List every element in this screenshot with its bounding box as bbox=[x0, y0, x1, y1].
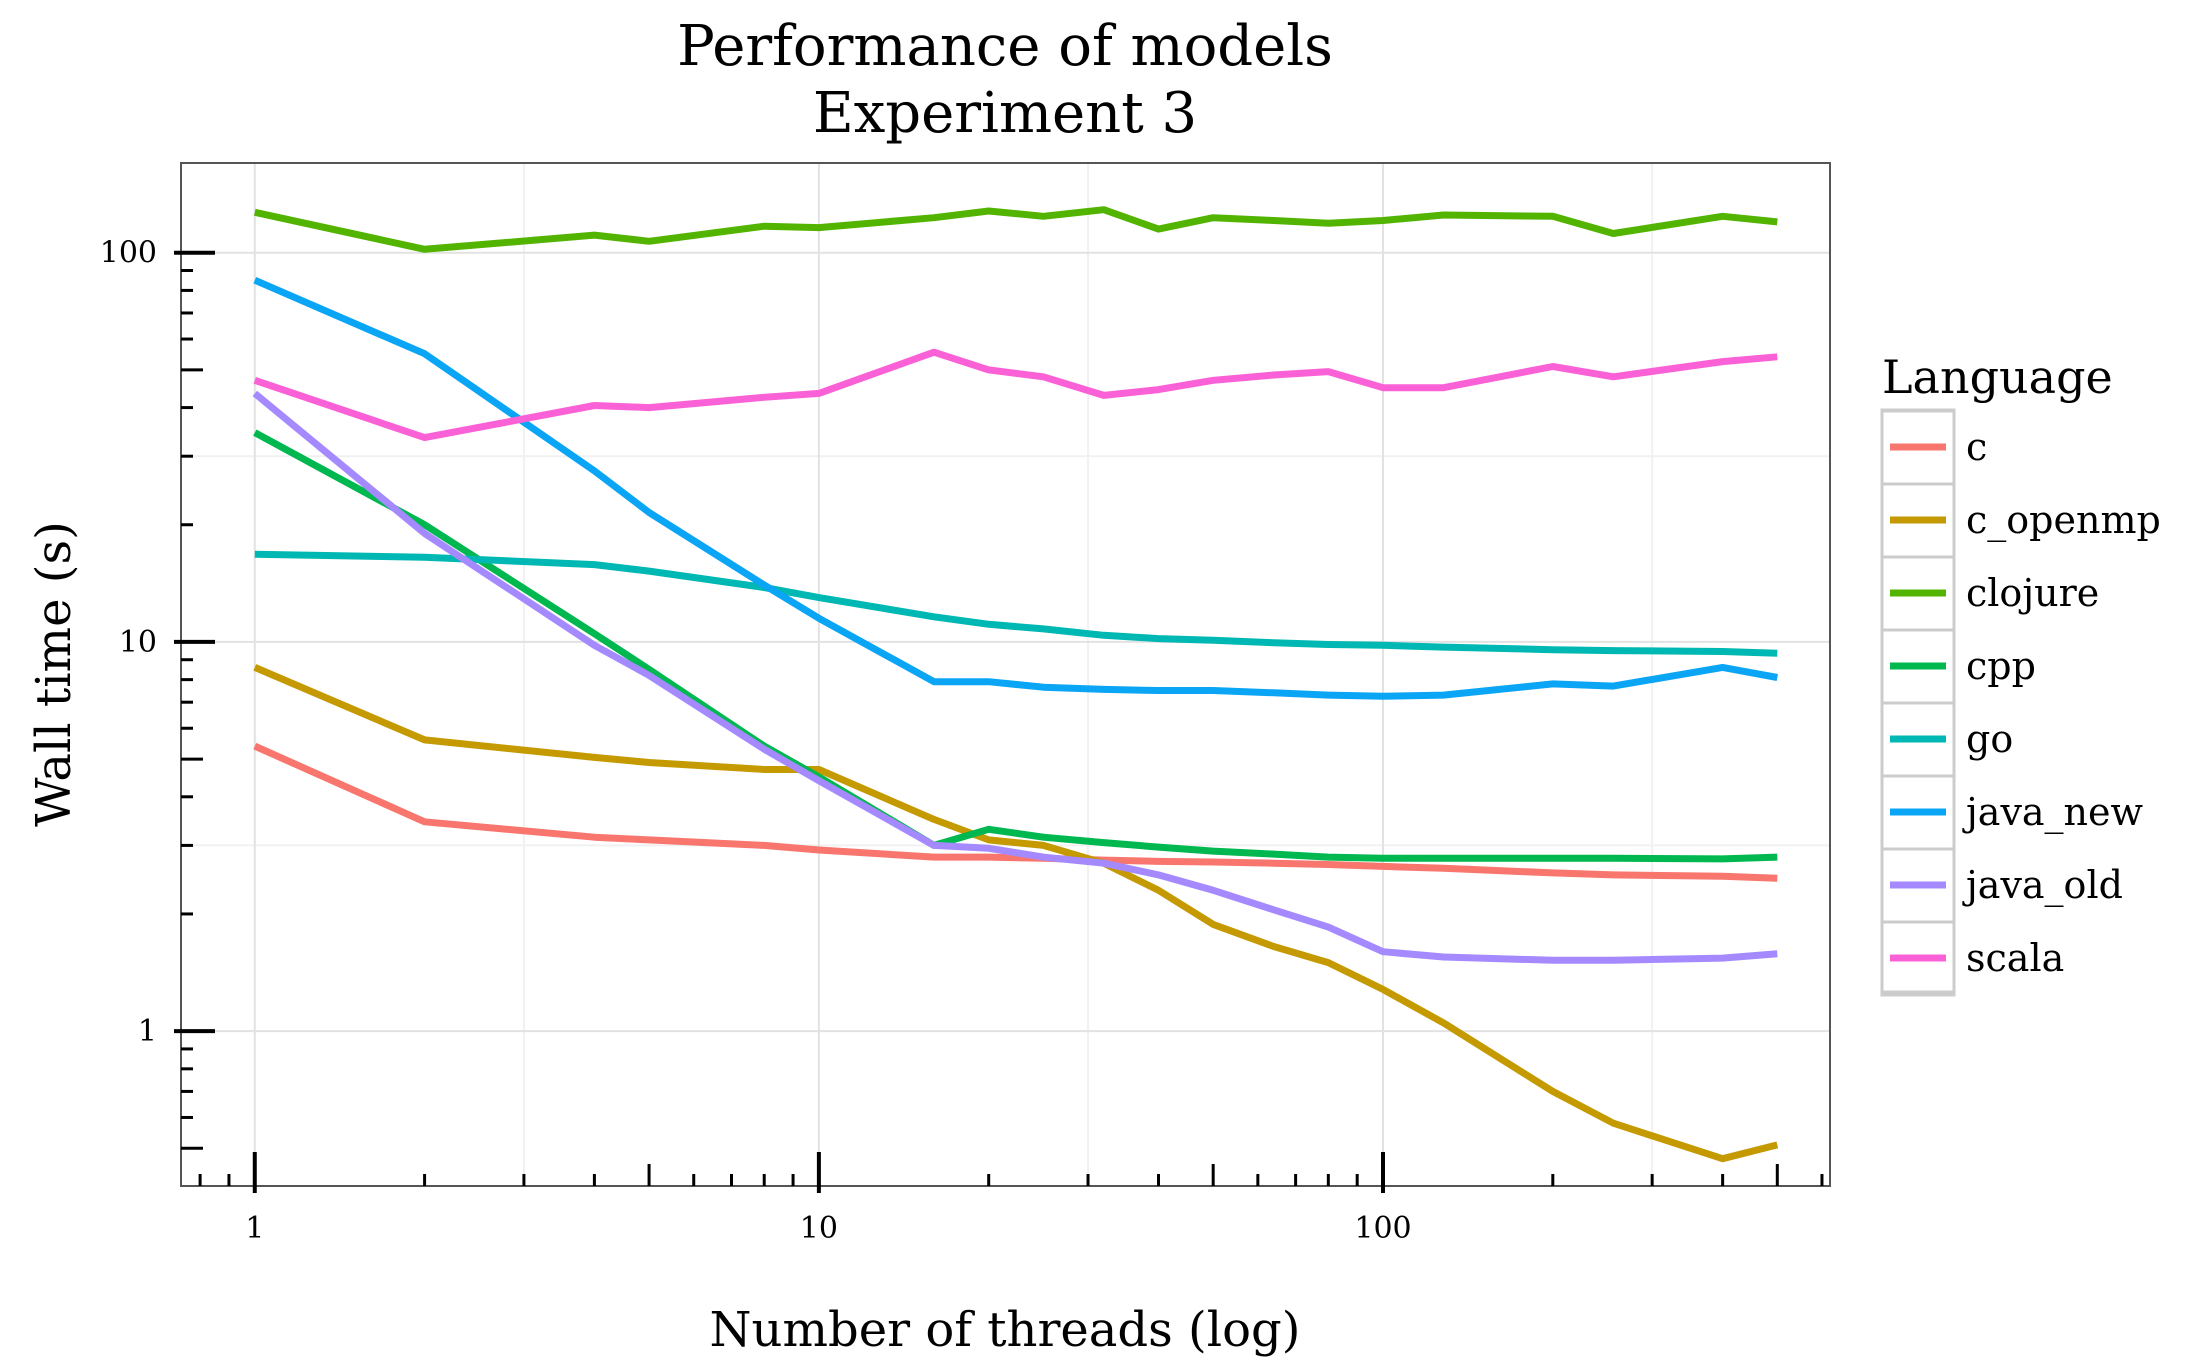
grid-lines bbox=[181, 163, 1830, 1186]
legend-label-clojure: clojure bbox=[1966, 571, 2099, 615]
plot-border bbox=[180, 162, 1831, 1187]
plot-panel bbox=[181, 163, 1830, 1186]
x-tick-label: 100 bbox=[1354, 1211, 1411, 1246]
legend-label-cpp: cpp bbox=[1966, 644, 2036, 688]
y-tick-label: 1 bbox=[138, 1014, 157, 1049]
legend-title: Language bbox=[1882, 350, 2113, 404]
series-line-scala bbox=[253, 348, 1778, 442]
series-line-go bbox=[254, 550, 1778, 657]
series-lines bbox=[252, 206, 1779, 1163]
legend-key-cell bbox=[1880, 920, 1956, 997]
series-line-c_openmp bbox=[253, 664, 1779, 1163]
y-tick-label: 10 bbox=[119, 625, 157, 660]
legend-label-java_new: java_new bbox=[1962, 790, 2144, 835]
series-line-cpp bbox=[253, 429, 1778, 863]
x-tick-label: 1 bbox=[245, 1211, 264, 1246]
axis-ticks bbox=[174, 250, 1824, 1193]
x-tick-label: 10 bbox=[800, 1211, 838, 1246]
legend-label-c_openmp: c_openmp bbox=[1966, 498, 2161, 543]
series-line-clojure bbox=[254, 206, 1778, 253]
y-tick-label: 100 bbox=[100, 236, 157, 271]
legend-label-c: c bbox=[1966, 425, 1987, 469]
series-line-java_new bbox=[253, 276, 1778, 700]
y-axis-title: Wall time (s) bbox=[26, 521, 82, 827]
chart-subtitle: Experiment 3 bbox=[813, 81, 1197, 146]
legend-label-java_old: java_old bbox=[1962, 863, 2123, 908]
series-line-c bbox=[253, 742, 1778, 882]
chart-title: Performance of models bbox=[677, 14, 1333, 79]
series-line-java_old bbox=[252, 390, 1778, 964]
legend-label-scala: scala bbox=[1966, 936, 2064, 980]
x-axis-title: Number of threads (log) bbox=[710, 1302, 1301, 1358]
legend-label-go: go bbox=[1966, 717, 2013, 761]
tick-labels: 1 10 100 1 10 100 bbox=[100, 236, 1412, 1246]
